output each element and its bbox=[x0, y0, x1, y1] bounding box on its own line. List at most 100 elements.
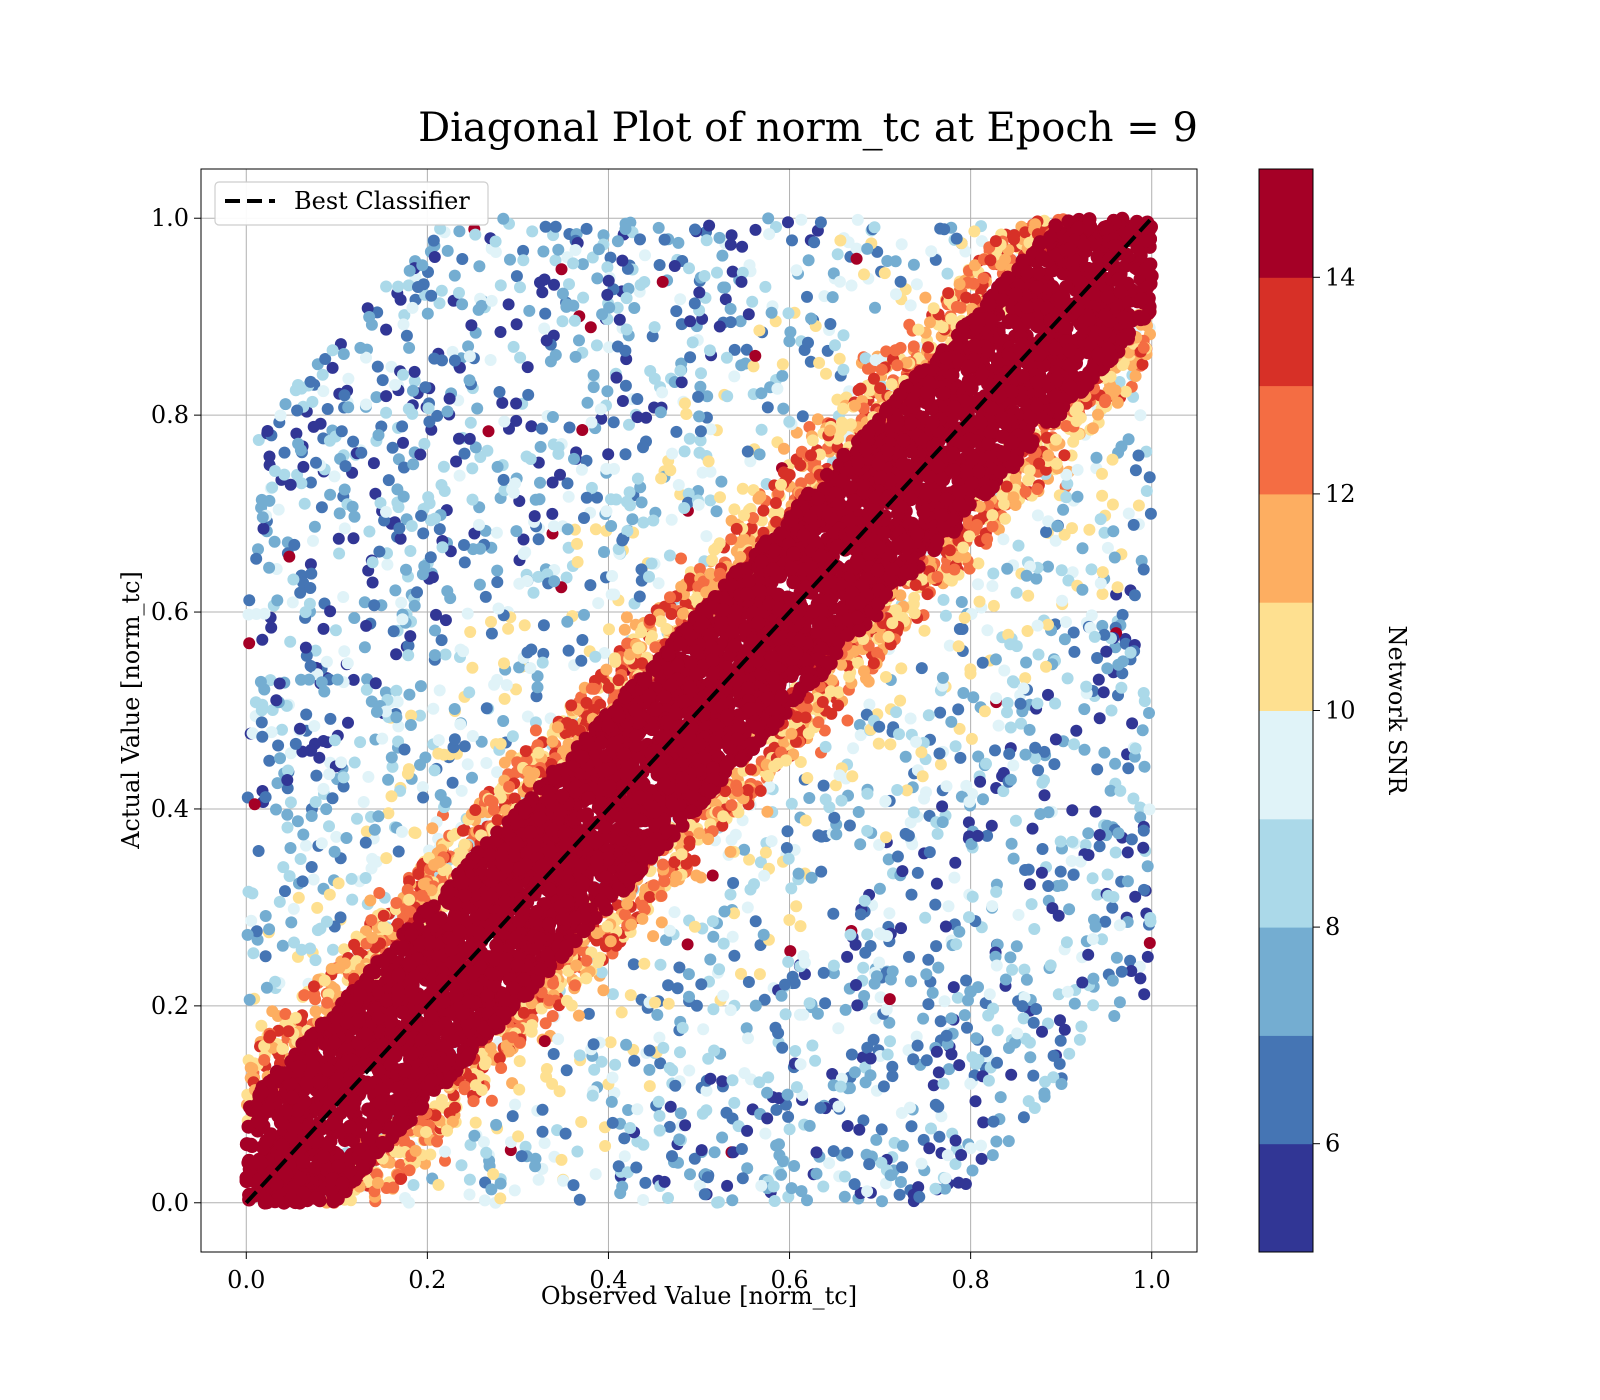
scatter-point bbox=[674, 364, 687, 377]
scatter-point bbox=[884, 973, 897, 986]
scatter-point bbox=[494, 279, 507, 292]
scatter-point bbox=[497, 715, 510, 727]
scatter-point bbox=[513, 1036, 526, 1049]
scatter-point bbox=[407, 1179, 420, 1191]
scatter-point bbox=[606, 1071, 619, 1084]
scatter-point bbox=[873, 956, 886, 969]
scatter-point bbox=[1104, 784, 1117, 797]
scatter-point bbox=[469, 441, 482, 454]
scatter-point bbox=[618, 908, 631, 921]
scatter-point bbox=[780, 754, 792, 767]
scatter-point bbox=[1025, 898, 1038, 911]
scatter-point bbox=[930, 877, 943, 890]
scatter-point bbox=[573, 334, 585, 347]
scatter-point bbox=[532, 570, 545, 583]
scatter-point bbox=[735, 967, 747, 980]
scatter-point bbox=[969, 1095, 982, 1108]
scatter-point bbox=[619, 344, 632, 357]
scatter-point bbox=[437, 460, 450, 473]
scatter-point bbox=[706, 915, 719, 928]
scatter-point bbox=[999, 512, 1012, 525]
scatter-point bbox=[895, 238, 908, 251]
scatter-point bbox=[843, 819, 856, 832]
scatter-point bbox=[711, 1196, 724, 1209]
scatter-point bbox=[284, 747, 297, 760]
scatter-point bbox=[345, 872, 358, 885]
scatter-point bbox=[432, 1178, 445, 1191]
scatter-point bbox=[363, 525, 376, 538]
scatter-point bbox=[266, 1005, 279, 1018]
scatter-point bbox=[683, 262, 695, 275]
scatter-point bbox=[1028, 1102, 1041, 1114]
scatter-point bbox=[674, 488, 687, 501]
scatter-point bbox=[970, 1032, 983, 1045]
scatter-point bbox=[964, 667, 977, 680]
scatter-point bbox=[688, 297, 701, 310]
scatter-point bbox=[1075, 1020, 1088, 1033]
scatter-point bbox=[645, 557, 658, 570]
scatter-point bbox=[656, 386, 669, 399]
scatter-point bbox=[1060, 468, 1073, 481]
scatter-point bbox=[844, 418, 857, 431]
scatter-point bbox=[645, 630, 658, 642]
scatter-point bbox=[1087, 972, 1100, 985]
scatter-point bbox=[1004, 638, 1017, 651]
scatter-point bbox=[461, 758, 474, 771]
scatter-point bbox=[647, 514, 660, 527]
scatter-point bbox=[782, 307, 795, 320]
scatter-point bbox=[686, 336, 699, 349]
scatter-point bbox=[522, 388, 535, 401]
scatter-point bbox=[431, 1135, 443, 1148]
scatter-point bbox=[631, 1103, 644, 1116]
scatter-point bbox=[803, 1119, 816, 1132]
scatter-point bbox=[1054, 1034, 1067, 1047]
scatter-point bbox=[984, 254, 997, 267]
scatter-point bbox=[549, 254, 562, 267]
scatter-point bbox=[1001, 697, 1014, 709]
scatter-point bbox=[474, 542, 487, 555]
scatter-point bbox=[763, 228, 776, 241]
scatter-point bbox=[532, 1173, 545, 1186]
scatter-point bbox=[620, 292, 633, 305]
scatter-point bbox=[1051, 520, 1064, 533]
scatter-point bbox=[1063, 903, 1076, 916]
scatter-point bbox=[625, 918, 638, 931]
scatter-point bbox=[853, 1123, 866, 1136]
scatter-point bbox=[832, 1022, 845, 1035]
scatter-point bbox=[631, 393, 644, 405]
scatter-point bbox=[448, 354, 461, 367]
scatter-point bbox=[1042, 806, 1055, 819]
scatter-point bbox=[600, 505, 613, 518]
scatter-point bbox=[702, 455, 715, 468]
scatter-point bbox=[1007, 852, 1020, 865]
scatter-point bbox=[630, 1161, 643, 1174]
scatter-point bbox=[575, 1116, 588, 1128]
scatter-point bbox=[1099, 915, 1112, 928]
scatter-point bbox=[256, 730, 269, 743]
scatter-point bbox=[670, 305, 683, 318]
scatter-point bbox=[1121, 875, 1134, 888]
scatter-point bbox=[666, 447, 679, 460]
scatter-point bbox=[961, 1021, 973, 1034]
scatter-point bbox=[588, 1063, 601, 1076]
scatter-point bbox=[934, 1015, 947, 1028]
scatter-point bbox=[321, 996, 334, 1009]
scatter-point bbox=[881, 1048, 894, 1061]
scatter-point bbox=[497, 473, 510, 486]
scatter-point bbox=[805, 871, 818, 884]
scatter-point bbox=[1032, 764, 1045, 777]
scatter-point bbox=[391, 483, 404, 496]
scatter-point bbox=[939, 609, 952, 622]
scatter-point bbox=[546, 507, 559, 520]
scatter-point bbox=[827, 1145, 840, 1158]
scatter-point bbox=[936, 800, 949, 813]
scatter-point bbox=[581, 396, 594, 409]
scatter-point bbox=[990, 1135, 1003, 1148]
scatter-point bbox=[347, 435, 360, 448]
scatter-point bbox=[999, 973, 1012, 986]
scatter-point bbox=[806, 434, 819, 447]
scatter-point bbox=[793, 1008, 806, 1021]
scatter-point bbox=[966, 1164, 979, 1177]
scatter-point bbox=[631, 411, 644, 424]
scatter-point bbox=[761, 805, 774, 818]
